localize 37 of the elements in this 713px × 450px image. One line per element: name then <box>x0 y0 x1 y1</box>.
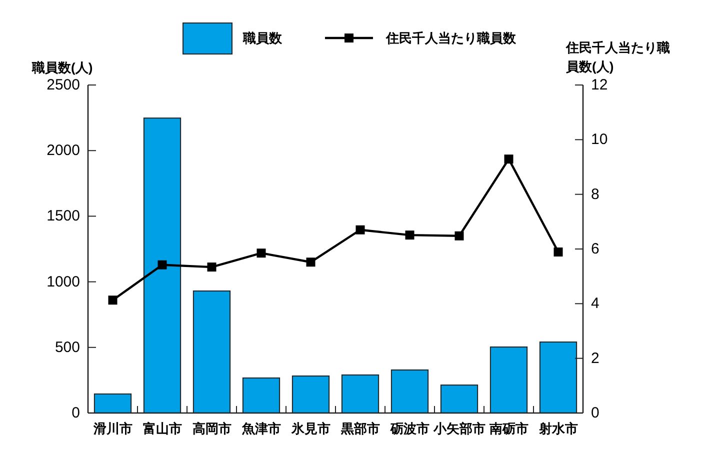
x-tick-label: 砺波市 <box>389 421 430 436</box>
y2-tick-label: 2 <box>591 350 600 367</box>
y2-axis-title: 住民千人当たり職員数(人) <box>565 40 670 74</box>
x-tick-label: 南砺市 <box>488 421 528 436</box>
point <box>356 225 365 234</box>
y2-tick-label: 12 <box>591 76 608 94</box>
x-tick-label: 射水市 <box>538 421 578 436</box>
point <box>207 262 216 272</box>
y2-tick-label: 4 <box>591 295 600 312</box>
y2-tick-label: 8 <box>591 186 600 203</box>
x-tick-label: 氷見市 <box>290 421 330 436</box>
y2-tick-label: 6 <box>591 240 600 258</box>
x-tick-label: 小矢部市 <box>432 421 486 436</box>
point <box>554 248 563 257</box>
x-tick-label: 富山市 <box>142 421 182 436</box>
y2-tick-label: 10 <box>591 131 608 148</box>
y-tick-label: 0 <box>72 404 80 422</box>
y-axis-title: 職員数(人) <box>31 60 93 75</box>
y-tick-label: 2500 <box>46 76 80 94</box>
y-tick-label: 1500 <box>46 208 80 225</box>
point <box>454 231 464 240</box>
y-tick-label: 2000 <box>46 142 80 160</box>
legend-label: 住民千人当たり職員数 <box>385 30 517 46</box>
x-tick-label: 黒部市 <box>340 421 380 436</box>
y2-tick-label: 0 <box>591 404 600 422</box>
point <box>108 296 118 305</box>
x-tick-label: 滑川市 <box>92 421 132 436</box>
point <box>256 248 266 258</box>
point <box>158 260 167 270</box>
point <box>306 258 316 267</box>
point <box>405 230 414 240</box>
y-tick-label: 500 <box>54 338 80 356</box>
x-tick-label: 高岡市 <box>192 421 232 436</box>
y-tick-label: 1000 <box>46 273 80 290</box>
point <box>504 154 514 164</box>
x-tick-label: 魚津市 <box>240 421 281 436</box>
legend-label: 職員数 <box>242 30 283 46</box>
